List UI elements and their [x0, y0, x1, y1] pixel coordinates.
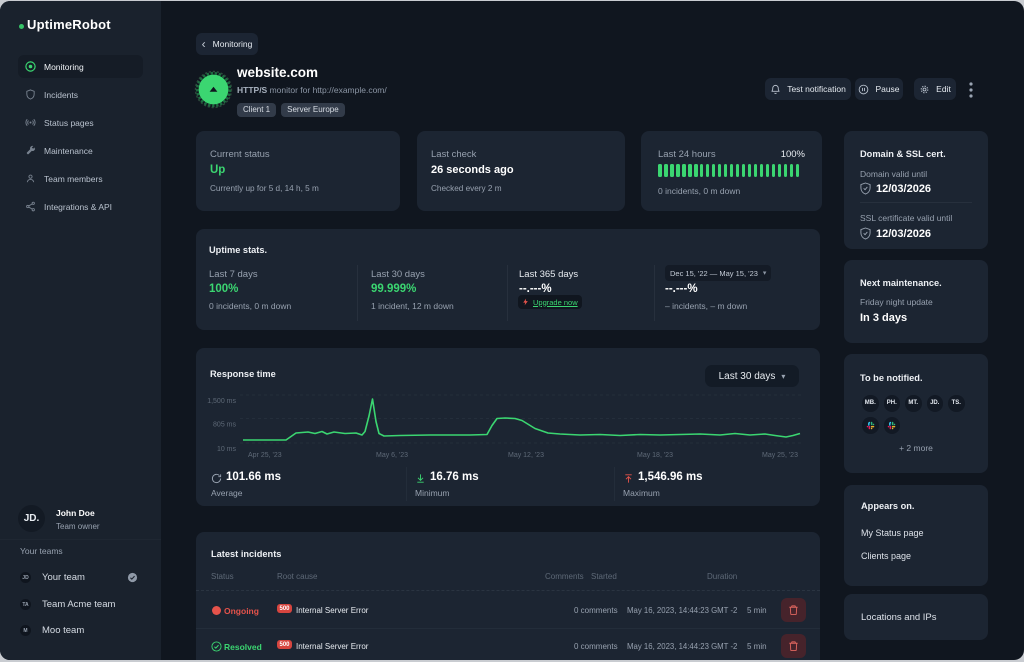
svg-text:May 6, '23: May 6, '23: [376, 452, 408, 459]
svg-text:1,500 ms: 1,500 ms: [207, 398, 236, 405]
svg-text:May 12, '23: May 12, '23: [508, 452, 544, 459]
svg-text:805 ms: 805 ms: [213, 422, 236, 429]
svg-text:May 25, '23: May 25, '23: [762, 452, 798, 459]
svg-text:10 ms: 10 ms: [217, 446, 237, 453]
svg-text:Apr 25, '23: Apr 25, '23: [248, 452, 282, 459]
svg-text:May 18, '23: May 18, '23: [637, 452, 673, 459]
